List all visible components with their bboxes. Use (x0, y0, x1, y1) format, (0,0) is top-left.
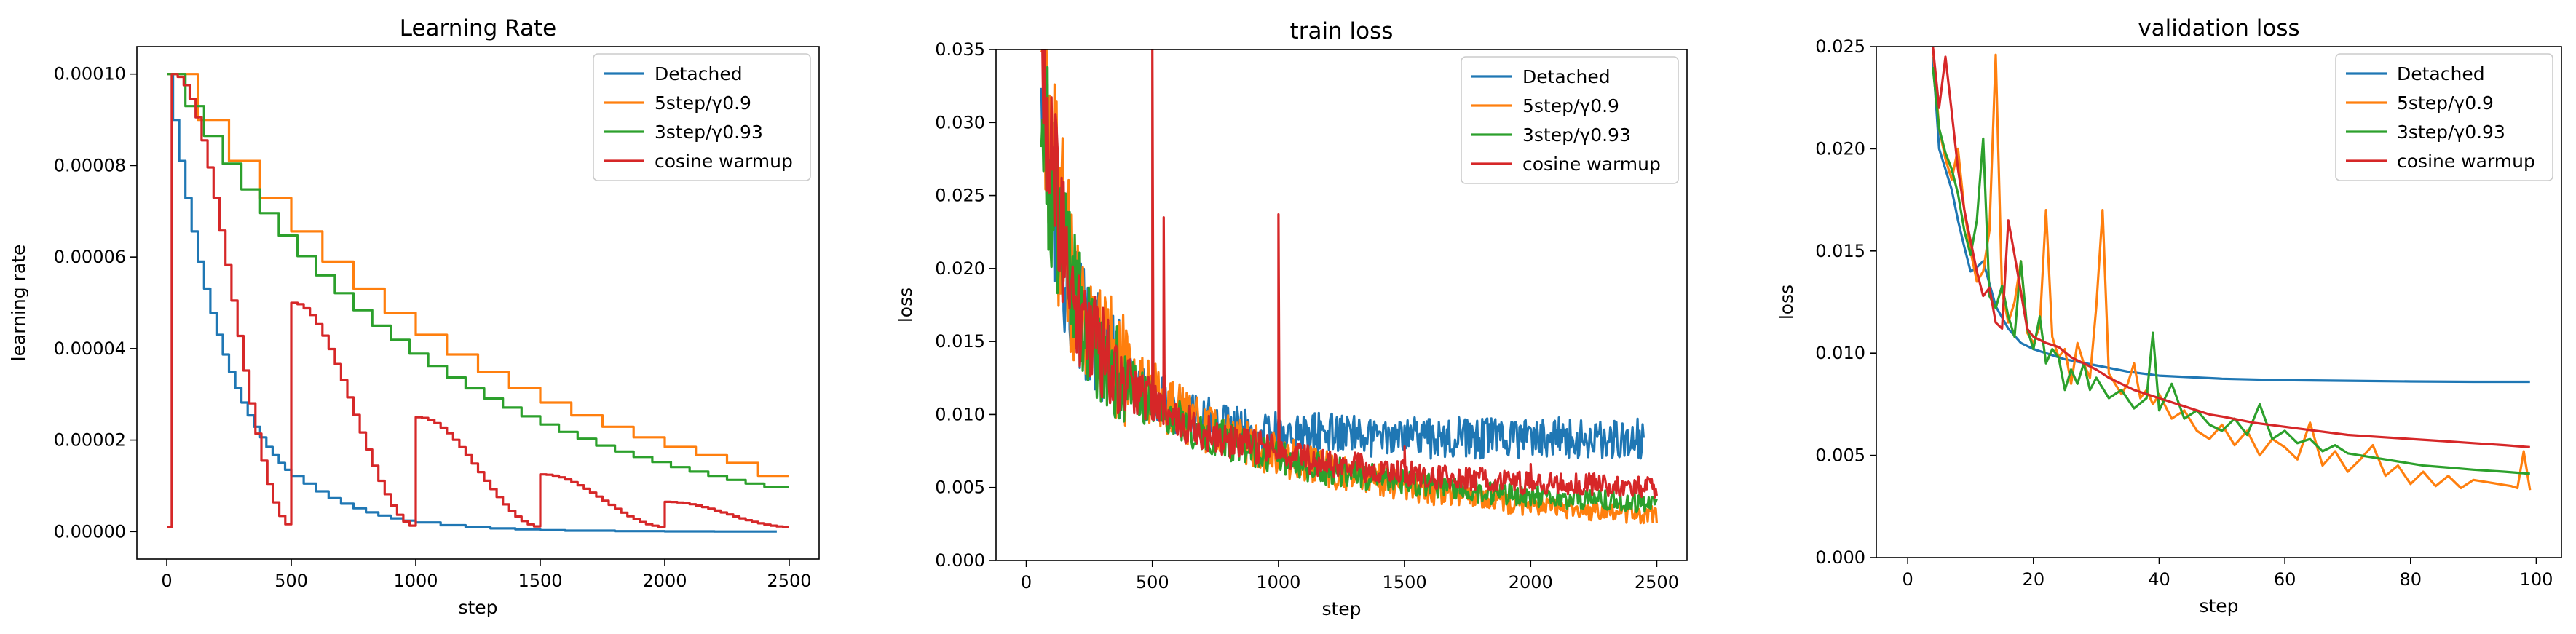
y-tick-label: 0.00000 (54, 521, 126, 542)
legend-label: Detached (655, 63, 743, 84)
series-line-detached (1932, 56, 2530, 384)
x-tick-label: 40 (2148, 569, 2170, 590)
y-tick-label: 0.025 (1815, 36, 1865, 57)
y-tick-label: 0.000 (1815, 547, 1865, 568)
legend-label: 5step/γ0.9 (655, 92, 751, 114)
legend-label: cosine warmup (2397, 151, 2535, 172)
x-tick-label: 1500 (1383, 572, 1427, 593)
series-group (167, 73, 789, 533)
y-tick-label: 0.010 (935, 404, 985, 424)
x-tick-label: 1000 (393, 571, 438, 591)
y-tick-label: 0.00004 (54, 338, 126, 359)
y-tick-label: 0.00010 (54, 64, 126, 84)
y-tick-label: 0.000 (935, 550, 985, 571)
y-tick-label: 0.035 (935, 39, 985, 60)
series-line-3step-0-93 (1040, 55, 1658, 514)
chart-title: Learning Rate (400, 15, 557, 41)
series-line-cosine-warmup (1932, 47, 2530, 448)
y-tick-label: 0.010 (1815, 343, 1865, 363)
x-axis-label: step (458, 597, 497, 618)
legend-box (593, 53, 811, 181)
y-axis-label: loss (895, 288, 916, 322)
x-tick-label: 100 (2520, 569, 2553, 590)
legend-box (2335, 53, 2553, 181)
series-line-5step-0-9 (167, 73, 789, 478)
y-tick-label: 0.00006 (54, 247, 126, 267)
legend-label: 5step/γ0.9 (2397, 92, 2494, 114)
x-tick-label: 2500 (767, 571, 811, 591)
legend-label: 3step/γ0.93 (2397, 122, 2505, 143)
series-group (1932, 47, 2532, 491)
y-tick-label: 0.020 (1815, 138, 1865, 159)
series-line-cosine-warmup (1041, 49, 1658, 499)
legend-label: Detached (2397, 63, 2485, 84)
x-tick-label: 60 (2274, 569, 2296, 590)
legend: Detached 5step/γ0.9 3step/γ0.93 cosine warm… (2335, 53, 2553, 181)
chart-panel-1: 0 500 1000 1500 2000 2500 0.00000 0.00002 0.0000… (8, 15, 820, 618)
y-axis-label: learning rate (8, 245, 29, 362)
axes-frame (995, 49, 1688, 561)
y-tick-label: 0.005 (935, 478, 985, 498)
x-tick-label: 80 (2400, 569, 2422, 590)
x-tick-label: 0 (1021, 572, 1032, 593)
y-tick-label: 0.015 (935, 331, 985, 352)
x-tick-label: 0 (161, 571, 172, 591)
y-tick-label: 0.00002 (54, 430, 126, 451)
chart-title: train loss (1290, 18, 1394, 44)
axes-frame (136, 46, 820, 560)
x-tick-label: 500 (274, 571, 308, 591)
x-tick-label: 0 (1903, 569, 1913, 590)
y-tick-label: 0.00008 (54, 155, 126, 175)
legend-label: 3step/γ0.93 (1522, 124, 1631, 146)
legend-label: Detached (1522, 66, 1611, 87)
x-tick-label: 1000 (1256, 572, 1300, 593)
chart-title: validation loss (2138, 15, 2299, 41)
x-tick-label: 2000 (1509, 572, 1553, 593)
y-tick-label: 0.020 (935, 258, 985, 279)
x-tick-label: 500 (1136, 572, 1169, 593)
legend-label: 5step/γ0.9 (1522, 95, 1619, 116)
legend-label: cosine warmup (1522, 154, 1661, 175)
chart-panel-3: 0 20 40 60 80 100 0.000 0.005 0.010 0.015 0.020 0.0… (1776, 15, 2562, 617)
series-line-3step-0-93 (167, 73, 789, 488)
x-tick-label: 20 (2023, 569, 2045, 590)
series-group (1040, 49, 1658, 525)
chart-panel-2: 0 500 1000 1500 2000 2500 0.000 0.005 0.010 0.015… (895, 18, 1688, 619)
x-axis-label: step (2199, 595, 2238, 617)
axes-frame (1876, 46, 2562, 558)
legend: Detached 5step/γ0.9 3step/γ0.93 cosine warm… (593, 53, 811, 181)
series-line-cosine-warmup (167, 73, 789, 528)
x-tick-label: 2500 (1635, 572, 1679, 593)
legend-box (1461, 56, 1679, 184)
y-tick-label: 0.025 (935, 186, 985, 206)
x-tick-label: 1500 (518, 571, 562, 591)
x-tick-label: 2000 (642, 571, 687, 591)
y-tick-label: 0.015 (1815, 241, 1865, 261)
x-axis-label: step (1321, 598, 1361, 619)
legend-label: cosine warmup (655, 151, 793, 172)
y-axis-label: loss (1776, 285, 1797, 320)
y-tick-label: 0.005 (1815, 445, 1865, 466)
y-tick-label: 0.030 (935, 112, 985, 132)
legend: Detached 5step/γ0.9 3step/γ0.93 cosine warm… (1461, 56, 1679, 184)
legend-label: 3step/γ0.93 (655, 122, 763, 143)
